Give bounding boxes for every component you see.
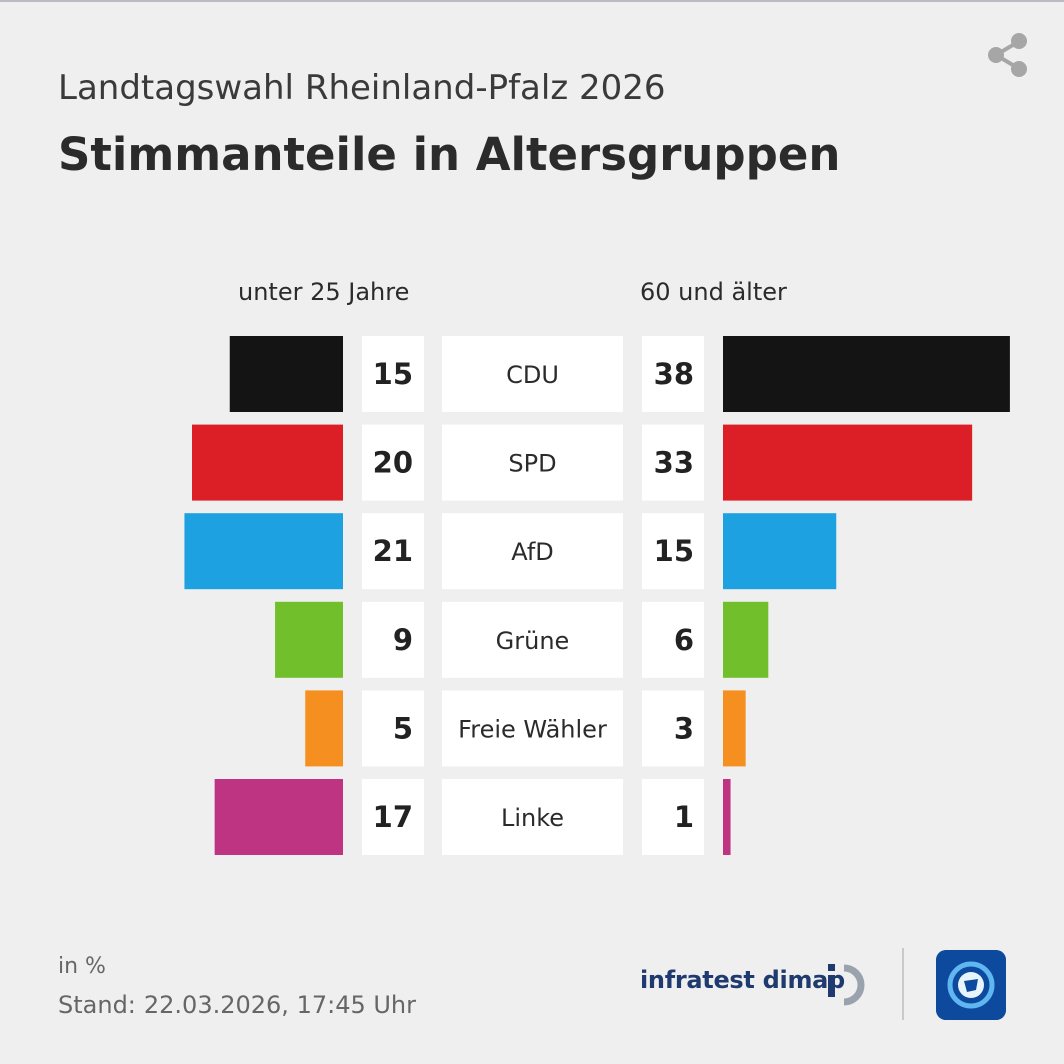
value-60-plus-linke: 1 [674,800,694,834]
timestamp-value: 22.03.2026, 17:45 Uhr [143,991,416,1019]
bar-60-plus-gruene [723,601,769,678]
bar-60-plus-afd [723,513,837,590]
footer-divider [902,948,904,1020]
value-cell-right-linke [642,779,704,855]
series-label-60-plus: 60 und älter [640,278,787,306]
value-cell-left-afd [362,513,424,590]
party-cell-freie-waehler [442,690,623,767]
bar-60-plus-spd [723,424,973,501]
value-under-25-spd: 20 [373,446,413,480]
bar-60-plus-freie-waehler [723,690,746,767]
value-cell-left-cdu [362,336,424,412]
bar-under-25-afd [184,513,343,590]
bar-60-plus-linke [723,779,731,855]
value-cell-left-spd [362,424,424,501]
bar-under-25-cdu [229,336,343,412]
party-cell-linke [442,779,623,855]
unit-note: in % [58,954,106,979]
value-cell-left-gruene [362,601,424,678]
bar-under-25-freie-waehler [305,690,343,767]
value-cell-right-freie-waehler [642,690,704,767]
value-under-25-gruene: 9 [393,623,413,657]
party-label-afd: AfD [511,538,554,566]
bar-under-25-spd [192,424,343,501]
value-cell-left-linke [362,779,424,855]
bar-under-25-gruene [275,601,343,678]
party-cell-spd [442,424,623,501]
chart-subtitle: Landtagswahl Rheinland-Pfalz 2026 [58,68,666,108]
chart-title: Stimmanteile in Altersgruppen [58,128,841,181]
value-under-25-freie-waehler: 5 [393,711,413,745]
value-cell-left-freie-waehler [362,690,424,767]
top-border [0,0,1064,2]
party-label-gruene: Grüne [496,627,570,655]
value-under-25-linke: 17 [373,800,413,834]
party-label-freie-waehler: Freie Wähler [458,715,607,743]
value-60-plus-gruene: 6 [674,623,694,657]
series-label-under-25: unter 25 Jahre [238,278,410,306]
party-cell-gruene [442,601,623,678]
party-label-cdu: CDU [506,361,559,389]
value-60-plus-freie-waehler: 3 [674,711,694,745]
party-label-spd: SPD [508,450,556,478]
party-cell-afd [442,513,623,590]
timestamp-label: Stand: [58,991,136,1019]
bar-under-25-linke [214,779,343,855]
timestamp: Stand: 22.03.2026, 17:45 Uhr [58,991,416,1019]
value-cell-right-afd [642,513,704,590]
bar-60-plus-cdu [723,336,1010,412]
value-under-25-cdu: 15 [373,357,413,391]
source-name: infratest dimap [640,966,845,994]
tagesschau-logo [936,950,1006,1020]
value-60-plus-cdu: 38 [654,357,694,391]
party-label-linke: Linke [501,804,564,832]
value-cell-right-spd [642,424,704,501]
value-60-plus-spd: 33 [654,446,694,480]
value-under-25-afd: 21 [373,534,413,568]
party-cell-cdu [442,336,623,412]
share-icon[interactable] [982,30,1034,80]
value-60-plus-afd: 15 [654,534,694,568]
value-cell-right-cdu [642,336,704,412]
infratest-dimap-logo [828,964,865,1006]
value-cell-right-gruene [642,601,704,678]
